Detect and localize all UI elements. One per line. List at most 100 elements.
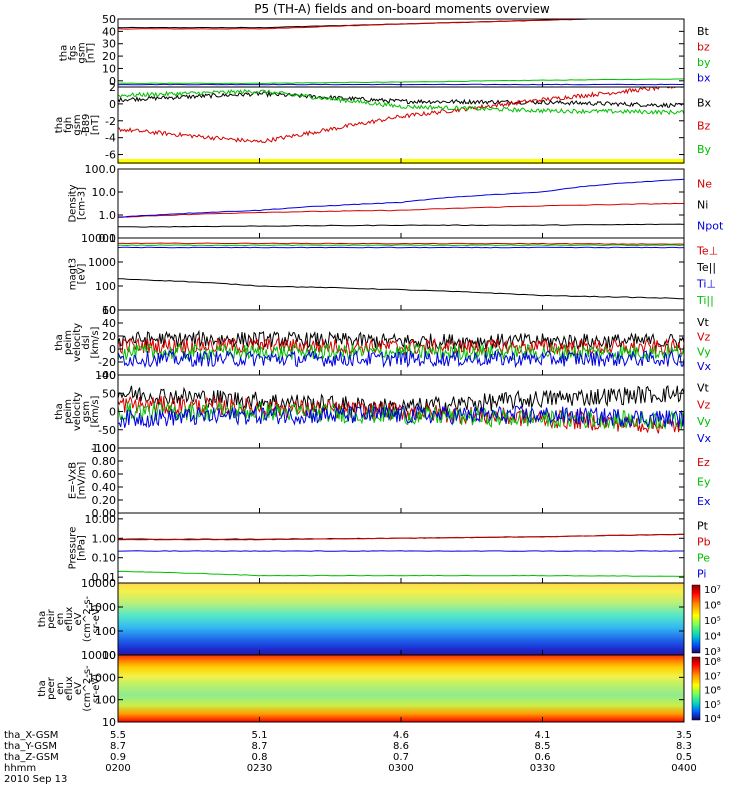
legend-Pe: Pe (697, 551, 710, 564)
y-axis-label-line: Pressure (68, 527, 79, 570)
colorbar-tick-label: 10⁶ (704, 601, 721, 612)
y-tick-label: 100 (95, 625, 116, 638)
series-pressure-Pi (118, 550, 684, 552)
series-density-Npot (118, 178, 684, 218)
time-axis-table: tha_X-GSM 5.5 5.1 4.6 4.1 3.5 tha_Y-GSM 8.7 8.7 8… (4, 730, 697, 785)
series-pressure-Pe (118, 570, 684, 577)
colorbar-tick-label: 10⁷ (704, 671, 721, 682)
legend-Vt: Vt (697, 316, 710, 329)
time-axis-value: 0300 (388, 763, 413, 774)
time-axis-row-label: tha_Z-GSM (4, 752, 59, 763)
y-axis-label-line: peir (46, 608, 57, 628)
legend-Ti||: Ti|| (696, 294, 714, 307)
colorbar (691, 656, 701, 721)
y-tick-label: 100 (95, 694, 116, 707)
y-tick-label: 50 (102, 387, 116, 400)
y-tick-label: -20 (98, 356, 116, 369)
y-tick-label: 10 (102, 649, 116, 662)
legend-bx: bx (697, 72, 711, 85)
legend-Ex: Ex (697, 495, 711, 508)
y-axis-label-line: [mV/m] (77, 462, 88, 500)
legend-Bt: Bt (697, 25, 710, 38)
y-tick-label: 0 (109, 75, 116, 88)
y-tick-label: -100 (91, 442, 116, 455)
y-tick-label: 10 (102, 716, 116, 729)
legend-Vx: Vx (697, 360, 712, 373)
y-axis-label-line: [nT] (86, 43, 97, 63)
series-pressure-Pt (118, 533, 684, 540)
y-axis-label-line: velocity (72, 323, 83, 362)
y-tick-label: 0.80 (92, 455, 117, 468)
y-axis-label-line: eV (73, 612, 84, 625)
legend-Ti⊥: Ti⊥ (696, 278, 716, 291)
y-tick-label: 2 (109, 81, 116, 94)
y-axis-label-line: magt3 (68, 258, 79, 291)
time-axis-row-label: tha_X-GSM (4, 730, 58, 741)
panel-frame (117, 447, 685, 514)
y-tick-label: 0.10 (92, 552, 117, 565)
y-axis-label-line: en (55, 682, 66, 695)
y-tick-label: -6 (105, 149, 116, 162)
series-fgh-Bx (118, 90, 684, 108)
figure-title: P5 (TH-A) fields and on-board moments ov… (254, 2, 550, 16)
legend-Te⊥: Te⊥ (696, 245, 718, 258)
legend-by: by (697, 56, 711, 69)
legend-Vt: Vt (697, 382, 710, 395)
y-axis-label-line: [km/s] (90, 395, 101, 427)
y-tick-label: 10000 (81, 577, 116, 590)
y-tick-label: 0.20 (92, 494, 117, 507)
panel-peir_spec: 10000 1000 100 10 thapeirenefluxeV(cm^2-s-sr… (37, 577, 721, 662)
legend-Npot: Npot (697, 219, 724, 232)
time-axis-value: 0.6 (535, 752, 551, 763)
y-tick-label: -50 (98, 424, 116, 437)
y-tick-label: 0.1 (99, 232, 117, 245)
y-tick-label: 30 (102, 38, 116, 51)
y-axis-label-line: tha (37, 611, 48, 627)
y-axis-label-line: gsm (77, 42, 88, 63)
series-fgh-Bz (118, 87, 682, 144)
y-tick-label: 1.0 (99, 209, 117, 222)
y-tick-label: 10000 (81, 232, 116, 245)
y-tick-label: -2 (105, 115, 116, 128)
y-tick-label: -4 (105, 132, 116, 145)
y-axis-label-line: (cm^2-s- (82, 595, 93, 642)
legend-By: By (697, 143, 712, 156)
series-vel_peim1-Vy (118, 342, 684, 361)
y-axis-label-line: tha (54, 403, 65, 419)
series-temp-Te|| (118, 278, 684, 300)
y-axis-label-line: fgh (63, 117, 74, 133)
y-axis-label-line: [cm-3] (77, 187, 88, 220)
y-tick-label: 10.0 (92, 186, 117, 199)
colorbar-tick-label: 10³ (704, 647, 721, 658)
y-axis-label-line: peim (63, 399, 74, 424)
y-axis-label-line: [nT] (90, 115, 101, 135)
legend-Te||: Te|| (696, 261, 716, 274)
y-axis-label-line: gsm (81, 401, 92, 422)
y-axis-label-line: tha (54, 334, 65, 350)
y-axis-label-line: eflux (64, 676, 75, 701)
legend-Vy: Vy (697, 345, 711, 358)
panel-frame (117, 168, 685, 239)
panel-temp: 10000 1000 100 10 magt3[eV] Te⊥ Te|| Ti⊥ Ti|| (68, 232, 719, 317)
y-tick-label: 10 (102, 62, 116, 75)
legend-Bz: Bz (697, 120, 711, 133)
panels-group: 50403020100thafgsgsm[nT]Btbzbybx20-2-4-6… (37, 13, 724, 729)
time-axis-value: 4.6 (393, 730, 409, 741)
colorbar-tick-label: 10⁸ (704, 657, 721, 668)
y-axis-label-line: E=-VxB (68, 462, 79, 499)
series-fgs-Bt (118, 19, 614, 29)
y-tick-label: 0 (109, 406, 116, 419)
y-tick-label: 10.00 (85, 513, 117, 526)
electron-spectrogram (118, 655, 684, 722)
ion-spectrogram (118, 583, 684, 655)
panel-efield: 1.000.800.600.400.200.00 E=-VxB[mV/m] Ez Ey… (68, 442, 711, 520)
legend-Ey: Ey (697, 476, 711, 489)
y-tick-label: 1000 (88, 256, 116, 269)
y-tick-label: 10000 (81, 649, 116, 662)
panel-pressure: 10.00 1.00 0.10 0.01 Pressure[nPa] Pt Pb Pe Pi (68, 512, 711, 584)
y-axis-label-line: tha (59, 45, 70, 61)
legend-Vz: Vz (697, 398, 711, 411)
